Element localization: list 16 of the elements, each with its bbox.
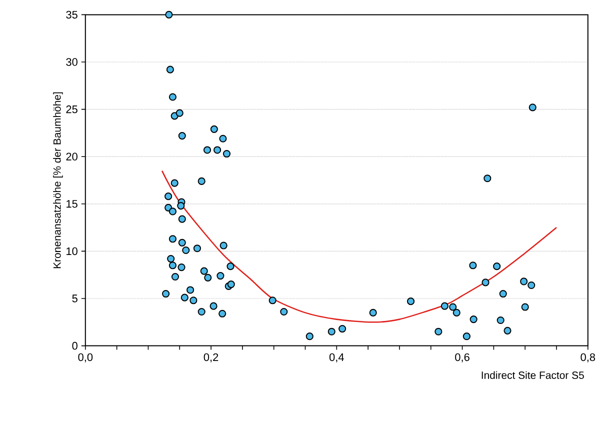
y-tick-label: 35	[66, 10, 78, 19]
y-axis-title: Kronenansatzhöhe [% der Baumhöhe]	[53, 92, 63, 268]
y-tick-label: 0	[72, 342, 78, 350]
y-tick-label: 20	[66, 152, 78, 160]
x-axis-title: Indirect Site Factor S5	[482, 371, 584, 379]
y-tick-label: 30	[66, 58, 78, 66]
x-tick-label: 0,6	[455, 353, 470, 362]
y-tick-label: 5	[72, 294, 78, 302]
y-tick-label: 25	[66, 105, 78, 114]
y-tick-label: 10	[66, 247, 78, 256]
y-tick-label: 15	[66, 200, 78, 208]
x-tick-label: 0,4	[329, 353, 344, 362]
line-series	[161, 170, 558, 323]
x-tick-label: 0,8	[580, 353, 596, 362]
x-tick-label: 0,2	[204, 353, 218, 362]
x-tick-label: 0,0	[78, 353, 93, 362]
